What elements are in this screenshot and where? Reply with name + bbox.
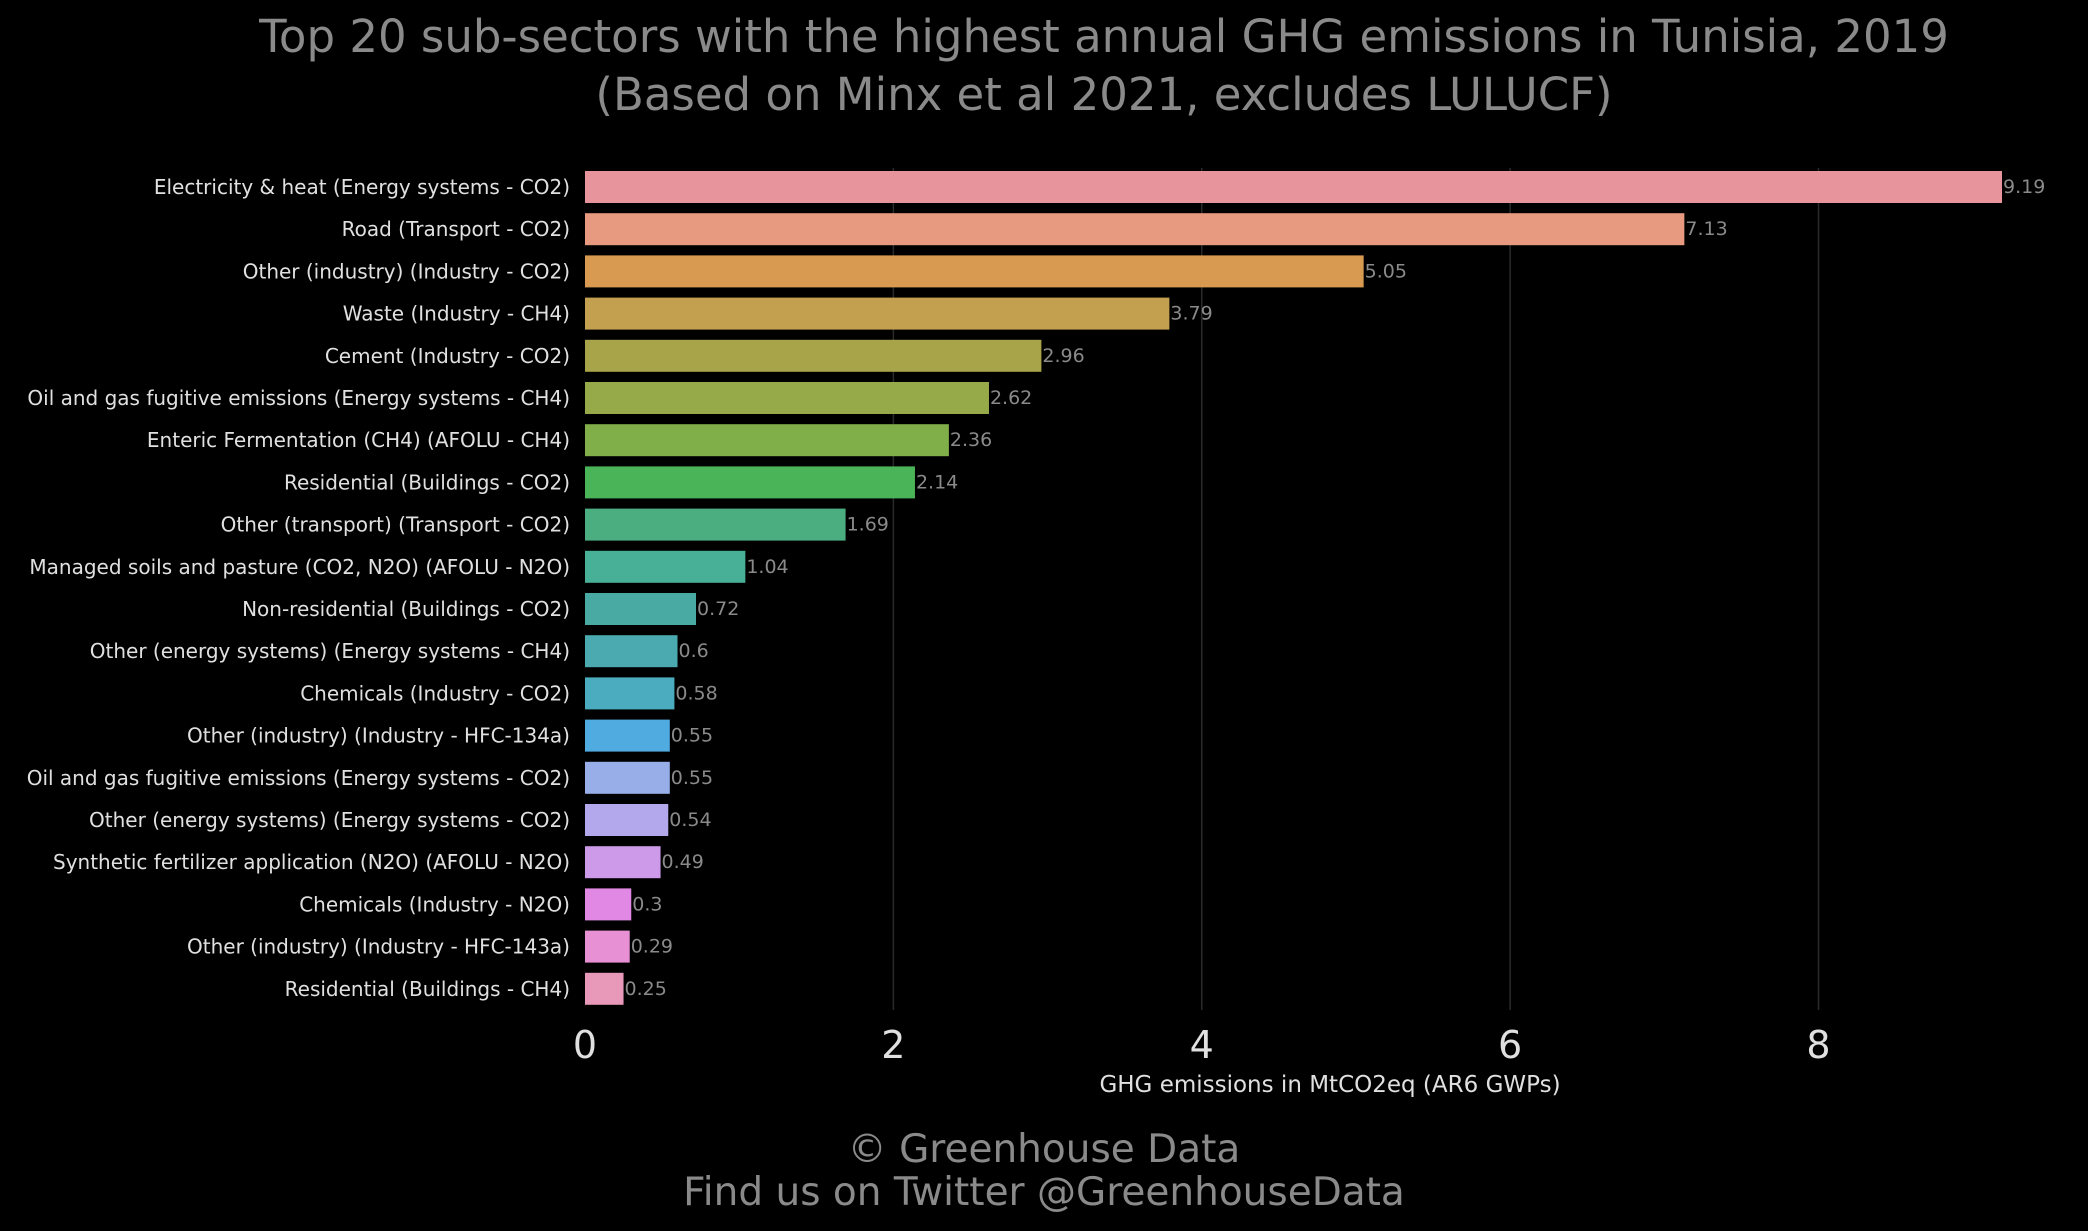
value-label: 0.3 — [632, 893, 662, 915]
bar — [585, 846, 661, 879]
category-label: Other (industry) (Industry - HFC-143a) — [187, 935, 570, 959]
value-label: 0.6 — [679, 640, 709, 662]
bar — [585, 508, 846, 541]
chart-title: Top 20 sub-sectors with the highest annu… — [259, 10, 1949, 63]
bar — [585, 804, 669, 836]
category-label: Residential (Buildings - CH4) — [285, 977, 570, 1001]
x-tick-label: 0 — [573, 1023, 597, 1067]
x-tick-label: 8 — [1806, 1023, 1830, 1067]
bar — [585, 972, 624, 1005]
x-tick-label: 4 — [1190, 1023, 1214, 1067]
category-label: Other (industry) (Industry - CO2) — [243, 259, 570, 283]
footer-twitter: Find us on Twitter @GreenhouseData — [683, 1170, 1405, 1215]
bar — [585, 719, 670, 752]
bar — [585, 213, 1685, 246]
value-label: 0.54 — [669, 809, 711, 831]
value-label: 5.05 — [1365, 260, 1407, 282]
category-label: Enteric Fermentation (CH4) (AFOLU - CH4) — [147, 428, 570, 452]
category-label: Residential (Buildings - CO2) — [284, 470, 570, 494]
bar — [585, 761, 670, 794]
value-label: 0.55 — [671, 725, 713, 747]
category-label: Other (transport) (Transport - CO2) — [221, 513, 570, 537]
value-label: 0.72 — [697, 598, 739, 620]
category-label: Electricity & heat (Energy systems - CO2… — [154, 175, 570, 199]
value-label: 2.36 — [950, 429, 992, 451]
bars — [585, 171, 2002, 1005]
category-label: Other (energy systems) (Energy systems -… — [90, 639, 570, 663]
bar — [585, 888, 632, 921]
value-label: 0.58 — [675, 682, 717, 704]
bar — [585, 466, 915, 499]
bar — [585, 930, 630, 963]
value-label: 2.96 — [1042, 345, 1084, 367]
category-label: Other (industry) (Industry - HFC-134a) — [187, 724, 570, 748]
bar — [585, 339, 1042, 372]
category-labels: Electricity & heat (Energy systems - CO2… — [27, 175, 570, 1001]
category-label: Oil and gas fugitive emissions (Energy s… — [27, 766, 570, 790]
x-axis-label: GHG emissions in MtCO2eq (AR6 GWPs) — [1099, 1072, 1560, 1098]
category-label: Oil and gas fugitive emissions (Energy s… — [27, 386, 570, 410]
category-label: Other (energy systems) (Energy systems -… — [89, 808, 570, 832]
category-label: Managed soils and pasture (CO2, N2O) (AF… — [29, 555, 570, 579]
value-label: 2.14 — [916, 471, 958, 493]
bar — [585, 677, 675, 710]
bar — [585, 635, 678, 668]
footer-credit: © Greenhouse Data — [847, 1127, 1241, 1172]
value-label: 0.55 — [671, 767, 713, 789]
bar — [585, 297, 1170, 330]
value-labels: 9.19 7.13 5.05 3.79 2.96 2.62 2.36 2.14 1.69 1.04… — [625, 176, 2046, 1000]
bar — [585, 593, 697, 625]
value-label: 1.69 — [847, 514, 889, 536]
value-label: 1.04 — [746, 556, 788, 578]
category-label: Road (Transport - CO2) — [342, 217, 570, 241]
chart-subtitle: (Based on Minx et al 2021, excludes LULU… — [595, 68, 1613, 121]
value-label: 9.19 — [2003, 176, 2045, 198]
category-label: Chemicals (Industry - N2O) — [299, 892, 570, 916]
value-label: 0.25 — [625, 978, 667, 1000]
value-label: 3.79 — [1170, 303, 1212, 325]
bar — [585, 550, 746, 583]
x-axis-ticks: 0 2 4 6 8 — [573, 1023, 1831, 1067]
x-tick-label: 2 — [881, 1023, 905, 1067]
category-label: Synthetic fertilizer application (N2O) (… — [53, 850, 570, 874]
value-label: 2.62 — [990, 387, 1032, 409]
grid-lines — [892, 168, 1820, 1010]
value-label: 0.29 — [631, 936, 673, 958]
category-label: Chemicals (Industry - CO2) — [300, 681, 570, 705]
x-tick-label: 6 — [1498, 1023, 1522, 1067]
bar — [585, 424, 949, 457]
category-label: Waste (Industry - CH4) — [343, 302, 570, 326]
bar — [585, 255, 1364, 288]
category-label: Non-residential (Buildings - CO2) — [242, 597, 570, 621]
category-label: Cement (Industry - CO2) — [325, 344, 570, 368]
value-label: 0.49 — [662, 851, 704, 873]
value-label: 7.13 — [1685, 218, 1727, 240]
bar — [585, 171, 2002, 203]
bar — [585, 382, 989, 414]
